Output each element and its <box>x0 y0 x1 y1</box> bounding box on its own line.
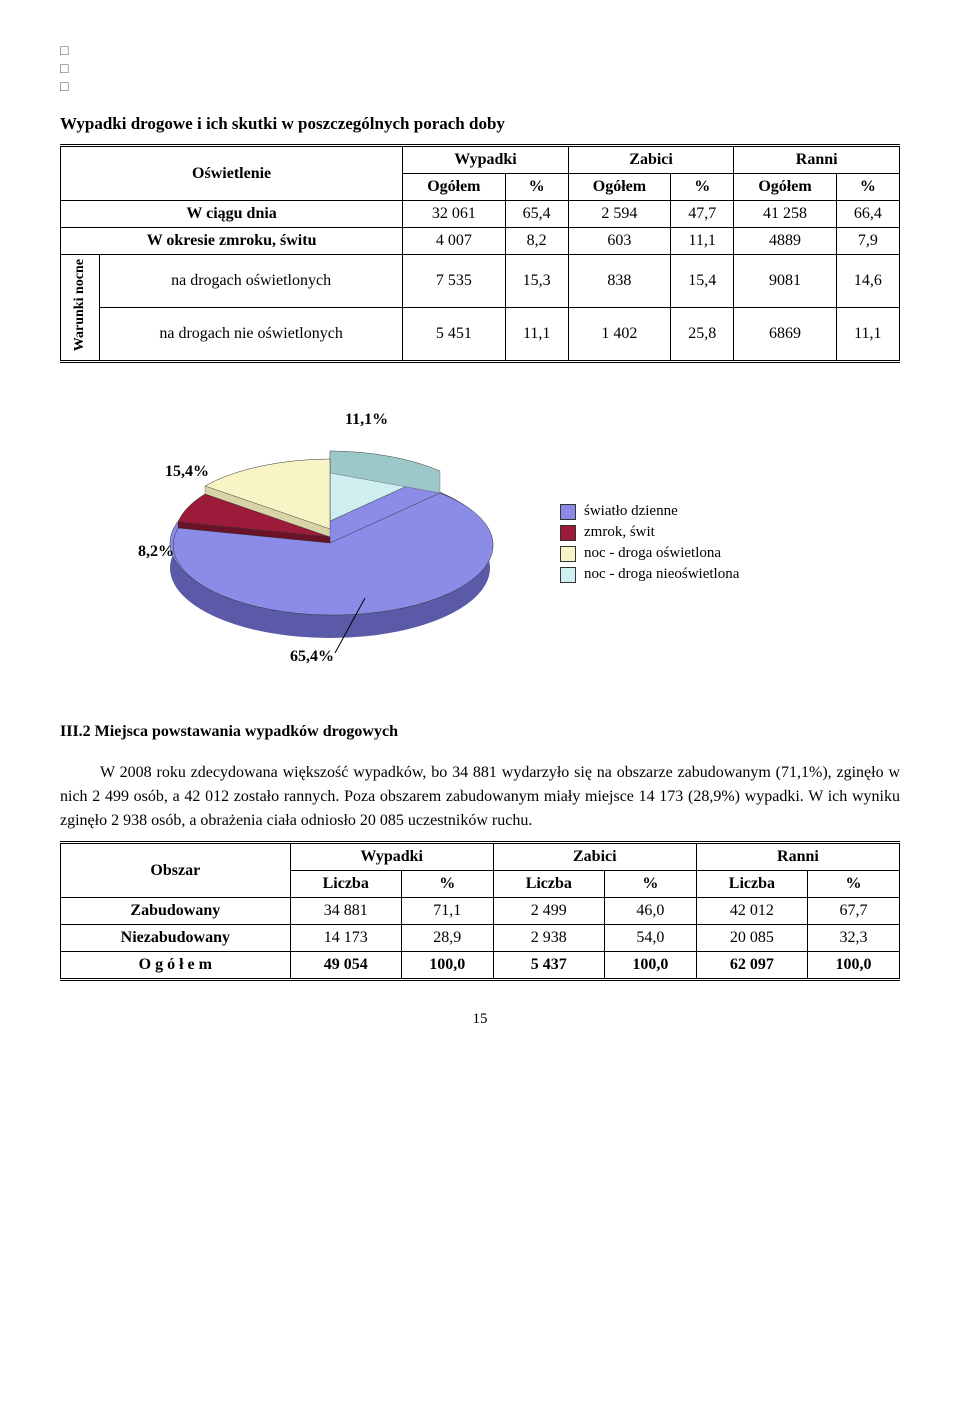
sub-ogolem-2: Ogółem <box>568 174 670 201</box>
sub-pct-2: % <box>671 174 734 201</box>
pct-65-4: 65,4% <box>290 648 334 666</box>
sub2-pct-3: % <box>807 871 899 898</box>
table1-title: Wypadki drogowe i ich skutki w poszczegó… <box>60 114 900 134</box>
body-para-1: W 2008 roku zdecydowana większość wypadk… <box>60 761 900 833</box>
row-urban: Zabudowany 34 881 71,1 2 499 46,0 42 012… <box>61 898 900 925</box>
row-twilight: W okresie zmroku, świtu 4 007 8,2 603 11… <box>61 228 900 255</box>
legend-item: noc - droga oświetlona <box>560 545 739 562</box>
pct-8-2: 8,2% <box>138 543 174 561</box>
row-total: O g ó ł e m 49 054 100,0 5 437 100,0 62 … <box>61 952 900 980</box>
legend-item: zmrok, świt <box>560 524 739 541</box>
th-wypadki: Wypadki <box>403 146 569 174</box>
row-night-lit: Warunki nocne na drogach oświetlonych 7 … <box>61 255 900 308</box>
sub2-pct-1: % <box>401 871 493 898</box>
night-group-label: Warunki nocne <box>72 259 88 351</box>
pie-legend: światło dzienne zmrok, świt noc - droga … <box>560 499 739 587</box>
sub-ogolem-3: Ogółem <box>734 174 836 201</box>
section-heading: III.2 Miejsca powstawania wypadków drogo… <box>60 723 900 741</box>
sub2-liczba-1: Liczba <box>290 871 401 898</box>
table1-corner: Oświetlenie <box>61 146 403 201</box>
th2-zabici: Zabici <box>493 843 696 871</box>
pie-svg <box>120 403 540 683</box>
sub2-liczba-3: Liczba <box>696 871 807 898</box>
table2-corner: Obszar <box>61 843 291 898</box>
pct-11-1: 11,1% <box>345 411 388 429</box>
table-lighting: Oświetlenie Wypadki Zabici Ranni Ogółem … <box>60 144 900 363</box>
table-area: Obszar Wypadki Zabici Ranni Liczba % Lic… <box>60 841 900 981</box>
pct-15-4: 15,4% <box>165 463 209 481</box>
th-ranni: Ranni <box>734 146 900 174</box>
row-night-unlit: na drogach nie oświetlonych 5 451 11,1 1… <box>61 307 900 362</box>
sub2-liczba-2: Liczba <box>493 871 604 898</box>
sub-ogolem-1: Ogółem <box>403 174 505 201</box>
sub-pct-1: % <box>505 174 568 201</box>
sub2-pct-2: % <box>604 871 696 898</box>
th2-ranni: Ranni <box>696 843 899 871</box>
legend-item: noc - droga nieoświetlona <box>560 566 739 583</box>
page-number: 15 <box>60 1011 900 1028</box>
th-zabici: Zabici <box>568 146 734 174</box>
row-day: W ciągu dnia 32 061 65,4 2 594 47,7 41 2… <box>61 201 900 228</box>
row-rural: Niezabudowany 14 173 28,9 2 938 54,0 20 … <box>61 925 900 952</box>
th2-wypadki: Wypadki <box>290 843 493 871</box>
pie-chart: światło dzienne zmrok, świt noc - droga … <box>120 403 840 683</box>
legend-item: światło dzienne <box>560 503 739 520</box>
sub-pct-3: % <box>836 174 899 201</box>
checkbox-markers: □ □ □ <box>60 42 900 94</box>
